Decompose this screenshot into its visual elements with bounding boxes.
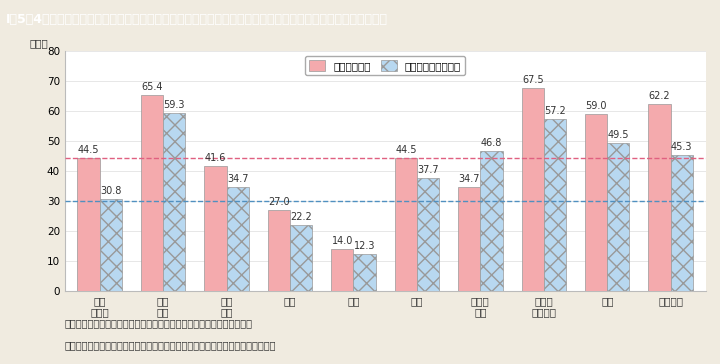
- Text: 59.3: 59.3: [163, 100, 185, 110]
- Text: 59.0: 59.0: [585, 101, 607, 111]
- Bar: [204, 166, 227, 291]
- Text: 41.6: 41.6: [204, 153, 226, 163]
- Bar: [585, 114, 607, 291]
- Text: 22.2: 22.2: [290, 211, 312, 222]
- Text: （％）: （％）: [30, 39, 48, 48]
- Text: 34.7: 34.7: [227, 174, 248, 184]
- Legend: 大学（学部）, 大学院（修士課程）: 大学（学部）, 大学院（修士課程）: [305, 56, 465, 75]
- Text: 49.5: 49.5: [608, 130, 629, 139]
- Text: 44.5: 44.5: [78, 145, 99, 155]
- Bar: [458, 187, 480, 291]
- Bar: [99, 199, 122, 291]
- Text: 30.8: 30.8: [100, 186, 122, 196]
- Bar: [227, 187, 249, 291]
- Text: 45.3: 45.3: [671, 142, 693, 152]
- Text: 34.7: 34.7: [459, 174, 480, 184]
- Text: 44.5: 44.5: [395, 145, 417, 155]
- Bar: [480, 151, 503, 291]
- Text: 65.4: 65.4: [141, 82, 163, 92]
- Bar: [354, 254, 376, 291]
- Bar: [78, 158, 99, 291]
- Bar: [395, 158, 417, 291]
- Bar: [163, 113, 185, 291]
- Text: ２．その他等は「商船」，「家政」，「芸術」及び「その他」の合計。: ２．その他等は「商船」，「家政」，「芸術」及び「その他」の合計。: [65, 340, 276, 350]
- Bar: [417, 178, 439, 291]
- Bar: [544, 119, 566, 291]
- Text: 62.2: 62.2: [649, 91, 670, 102]
- Text: 46.8: 46.8: [481, 138, 502, 148]
- Text: 37.7: 37.7: [417, 165, 438, 175]
- Bar: [290, 225, 312, 291]
- Text: 14.0: 14.0: [332, 236, 353, 246]
- Text: 27.0: 27.0: [268, 197, 289, 207]
- Bar: [141, 95, 163, 291]
- Text: 67.5: 67.5: [522, 75, 544, 86]
- Bar: [649, 104, 671, 291]
- Bar: [331, 249, 354, 291]
- Bar: [671, 155, 693, 291]
- Bar: [607, 143, 629, 291]
- Text: 57.2: 57.2: [544, 106, 566, 116]
- Text: 12.3: 12.3: [354, 241, 375, 251]
- Bar: [521, 88, 544, 291]
- Text: （備考）１．文部科学省「学校基本調査」（平成２８年度）より作成。: （備考）１．文部科学省「学校基本調査」（平成２８年度）より作成。: [65, 318, 253, 328]
- Text: I－5－4図　大学（学部）及び大学院（修士課程）学生に占める女子学生の割合（専攻分野別，平成２８年度）: I－5－4図 大学（学部）及び大学院（修士課程）学生に占める女子学生の割合（専攻…: [6, 13, 388, 26]
- Bar: [268, 210, 290, 291]
